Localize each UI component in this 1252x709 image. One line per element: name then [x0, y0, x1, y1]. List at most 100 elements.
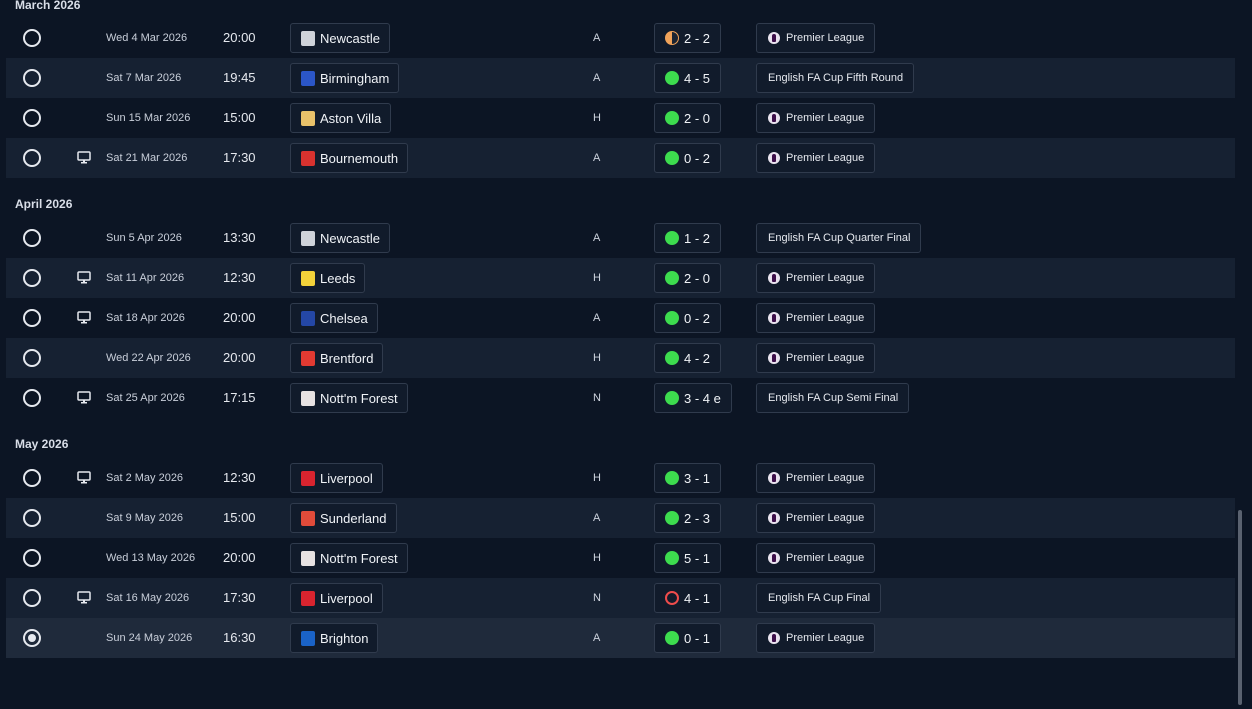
select-radio[interactable]	[23, 109, 41, 127]
premier-league-icon	[768, 112, 780, 124]
competition-name: Premier League	[786, 512, 865, 524]
win-indicator-icon	[665, 511, 679, 525]
result-button[interactable]: 2 - 3	[654, 503, 722, 533]
fixture-row[interactable]: Sat 21 Mar 2026 17:30 Bournemouth A 0 - 2 Pre…	[6, 138, 1235, 178]
scrollbar[interactable]	[1238, 510, 1242, 705]
select-radio[interactable]	[23, 389, 41, 407]
opponent-button[interactable]: Nott'm Forest	[290, 383, 408, 413]
venue-label: H	[593, 472, 601, 484]
competition-button[interactable]: English FA Cup Quarter Final	[756, 223, 922, 253]
result-button[interactable]: 4 - 5	[654, 63, 722, 93]
opponent-button[interactable]: Aston Villa	[290, 103, 392, 133]
select-radio[interactable]	[23, 69, 41, 87]
opponent-button[interactable]: Sunderland	[290, 503, 397, 533]
select-radio[interactable]	[23, 309, 41, 327]
fixture-row[interactable]: Sat 7 Mar 2026 19:45 Birmingham A 4 - 5 Engli…	[6, 58, 1235, 98]
competition-button[interactable]: Premier League	[756, 623, 876, 653]
opponent-name: Liverpool	[320, 590, 373, 606]
match-time: 12:30	[223, 470, 256, 485]
competition-name: English FA Cup Fifth Round	[768, 72, 904, 84]
competition-button[interactable]: Premier League	[756, 303, 876, 333]
chelsea-crest	[301, 310, 315, 326]
opponent-button[interactable]: Newcastle	[290, 223, 390, 253]
competition-name: Premier League	[786, 552, 865, 564]
result-score: 1 - 2	[684, 230, 711, 246]
venue-label: A	[593, 72, 601, 84]
match-date: Sat 21 Mar 2026	[106, 152, 188, 164]
match-date: Sat 11 Apr 2026	[106, 272, 185, 284]
fixture-row[interactable]: Sat 11 Apr 2026 12:30 Leeds H 2 - 0 Premier L…	[6, 258, 1235, 298]
competition-button[interactable]: Premier League	[756, 103, 876, 133]
result-score: 4 - 5	[684, 70, 711, 86]
fixture-row[interactable]: Sat 2 May 2026 12:30 Liverpool H 3 - 1 Premie…	[6, 458, 1235, 498]
select-radio[interactable]	[23, 589, 41, 607]
select-radio[interactable]	[23, 549, 41, 567]
select-radio[interactable]	[23, 349, 41, 367]
competition-button[interactable]: Premier League	[756, 463, 876, 493]
result-button[interactable]: 4 - 2	[654, 343, 722, 373]
result-button[interactable]: 0 - 2	[654, 143, 722, 173]
competition-button[interactable]: English FA Cup Fifth Round	[756, 63, 915, 93]
opponent-button[interactable]: Bournemouth	[290, 143, 409, 173]
result-button[interactable]: 0 - 2	[654, 303, 722, 333]
result-score: 2 - 3	[684, 510, 711, 526]
result-button[interactable]: 2 - 2	[654, 23, 722, 53]
fixture-row[interactable]: Wed 13 May 2026 20:00 Nott'm Forest H 5 - 1 P…	[6, 538, 1235, 578]
competition-button[interactable]: Premier League	[756, 343, 876, 373]
result-button[interactable]: 3 - 4 e	[654, 383, 732, 413]
result-button[interactable]: 2 - 0	[654, 263, 722, 293]
opponent-name: Liverpool	[320, 470, 373, 486]
opponent-name: Birmingham	[320, 70, 390, 86]
tv-icon	[77, 391, 91, 404]
fixture-row[interactable]: Sun 15 Mar 2026 15:00 Aston Villa H 2 - 0 Pre…	[6, 98, 1235, 138]
match-time: 20:00	[223, 350, 256, 365]
fixture-row[interactable]: Sat 9 May 2026 15:00 Sunderland A 2 - 3 Premi…	[6, 498, 1235, 538]
select-radio[interactable]	[23, 629, 41, 647]
fixture-row[interactable]: Sun 24 May 2026 16:30 Brighton A 0 - 1 Premie…	[6, 618, 1235, 658]
fixture-row[interactable]: Wed 22 Apr 2026 20:00 Brentford H 4 - 2 Premi…	[6, 338, 1235, 378]
competition-name: English FA Cup Semi Final	[768, 392, 899, 404]
month-header: March 2026	[15, 0, 81, 12]
win-indicator-icon	[665, 471, 679, 485]
competition-button[interactable]: Premier League	[756, 263, 876, 293]
match-date: Sun 5 Apr 2026	[106, 232, 182, 244]
competition-button[interactable]: Premier League	[756, 543, 876, 573]
result-button[interactable]: 2 - 0	[654, 103, 722, 133]
result-button[interactable]: 5 - 1	[654, 543, 722, 573]
opponent-button[interactable]: Chelsea	[290, 303, 378, 333]
competition-name: Premier League	[786, 472, 865, 484]
opponent-button[interactable]: Nott'm Forest	[290, 543, 408, 573]
result-button[interactable]: 0 - 1	[654, 623, 722, 653]
match-date: Sat 2 May 2026	[106, 472, 184, 484]
competition-button[interactable]: Premier League	[756, 503, 876, 533]
select-radio[interactable]	[23, 509, 41, 527]
opponent-button[interactable]: Newcastle	[290, 23, 390, 53]
opponent-button[interactable]: Birmingham	[290, 63, 400, 93]
fixture-row[interactable]: Sat 16 May 2026 17:30 Liverpool N 4 - 1 Engli…	[6, 578, 1235, 618]
opponent-button[interactable]: Brentford	[290, 343, 384, 373]
opponent-button[interactable]: Brighton	[290, 623, 379, 653]
competition-button[interactable]: English FA Cup Semi Final	[756, 383, 910, 413]
result-score: 3 - 1	[684, 470, 711, 486]
fixture-row[interactable]: Sun 5 Apr 2026 13:30 Newcastle A 1 - 2 Englis…	[6, 218, 1235, 258]
result-button[interactable]: 3 - 1	[654, 463, 722, 493]
result-button[interactable]: 1 - 2	[654, 223, 722, 253]
result-button[interactable]: 4 - 1	[654, 583, 722, 613]
competition-button[interactable]: Premier League	[756, 143, 876, 173]
competition-name: English FA Cup Final	[768, 592, 871, 604]
fixture-row[interactable]: Sat 25 Apr 2026 17:15 Nott'm Forest N 3 - 4 …	[6, 378, 1235, 418]
fixture-row[interactable]: Sat 18 Apr 2026 20:00 Chelsea A 0 - 2 Premier…	[6, 298, 1235, 338]
select-radio[interactable]	[23, 29, 41, 47]
match-time: 20:00	[223, 550, 256, 565]
select-radio[interactable]	[23, 269, 41, 287]
competition-button[interactable]: Premier League	[756, 23, 876, 53]
opponent-button[interactable]: Liverpool	[290, 583, 383, 613]
select-radio[interactable]	[23, 149, 41, 167]
result-score: 5 - 1	[684, 550, 711, 566]
competition-button[interactable]: English FA Cup Final	[756, 583, 882, 613]
opponent-button[interactable]: Liverpool	[290, 463, 383, 493]
select-radio[interactable]	[23, 469, 41, 487]
opponent-button[interactable]: Leeds	[290, 263, 366, 293]
fixture-row[interactable]: Wed 4 Mar 2026 20:00 Newcastle A 2 - 2 Premie…	[6, 18, 1235, 58]
select-radio[interactable]	[23, 229, 41, 247]
